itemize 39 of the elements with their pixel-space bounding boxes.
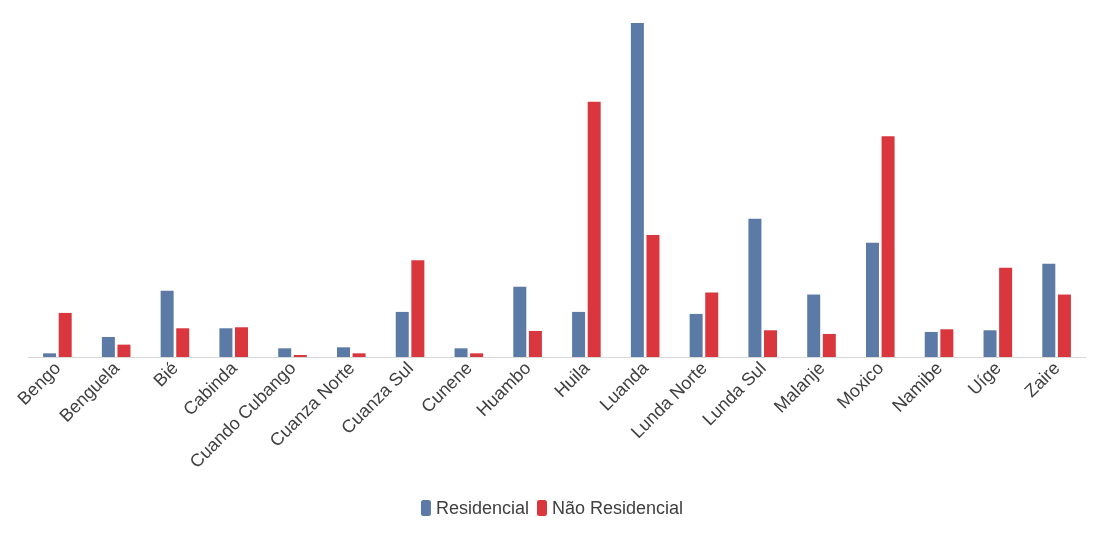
bar [646, 235, 660, 357]
bar [513, 286, 527, 357]
bar [924, 331, 938, 357]
bar [58, 312, 72, 357]
bar [101, 336, 115, 357]
bar [395, 311, 409, 357]
bar [999, 267, 1013, 357]
bar [528, 330, 542, 357]
bar [822, 333, 836, 357]
bar [689, 313, 703, 357]
bar [411, 260, 425, 357]
x-tick-label: Bié [149, 357, 183, 391]
bar [1057, 294, 1071, 357]
bar [865, 242, 879, 357]
bar [278, 348, 292, 357]
x-tick-label: Uíge [963, 357, 1005, 399]
bar [748, 218, 762, 357]
bar [705, 292, 719, 357]
bar [630, 23, 644, 357]
bar [764, 330, 778, 357]
bar [117, 344, 131, 357]
bar [881, 136, 895, 357]
bar [160, 290, 174, 357]
bar [807, 294, 821, 357]
legend-label: Não Residencial [551, 498, 684, 518]
bar [940, 329, 954, 357]
bar [587, 101, 601, 357]
bar [983, 330, 997, 357]
bar [43, 353, 57, 357]
bar [235, 327, 249, 357]
legend-label: Residencial [435, 498, 529, 518]
bar [454, 348, 468, 357]
bar [336, 347, 350, 357]
bar [470, 353, 484, 357]
bar [176, 328, 190, 357]
bar [219, 328, 233, 357]
bar [572, 311, 586, 357]
bar [352, 353, 366, 357]
bar [1042, 263, 1056, 357]
